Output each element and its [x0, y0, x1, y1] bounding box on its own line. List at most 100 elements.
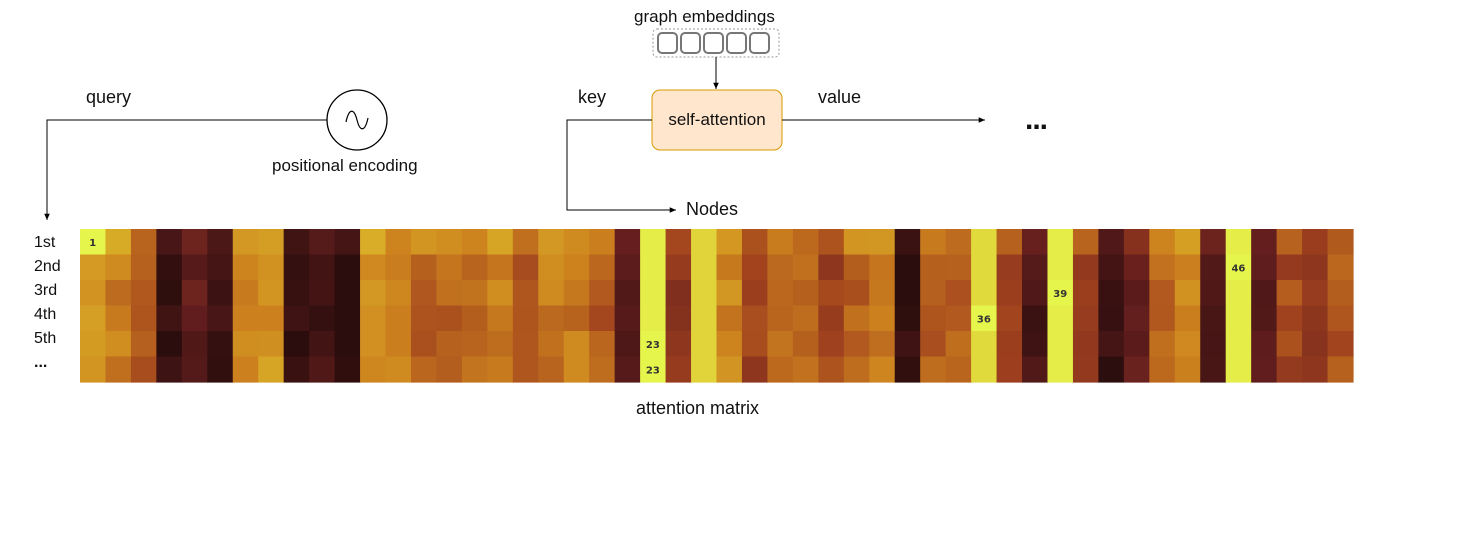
matrix-cell	[181, 305, 208, 332]
matrix-cell	[818, 254, 845, 281]
matrix-cell	[1225, 331, 1252, 358]
matrix-cell	[1123, 254, 1150, 281]
matrix-cell	[1123, 280, 1150, 307]
matrix-cell	[716, 356, 743, 383]
matrix-cell	[996, 331, 1023, 358]
matrix-cell	[1174, 280, 1201, 307]
matrix-cell	[563, 280, 590, 307]
matrix-cell	[1276, 356, 1303, 383]
value-label: value	[818, 87, 862, 107]
matrix-cell	[894, 305, 921, 332]
matrix-cell	[1022, 280, 1049, 307]
embedding-box	[726, 32, 747, 54]
matrix-cell	[207, 229, 234, 256]
matrix-cell	[1225, 305, 1252, 332]
matrix-cell	[385, 305, 412, 332]
matrix-cell	[843, 254, 870, 281]
matrix-cell	[309, 254, 336, 281]
matrix-cell	[105, 305, 132, 332]
matrix-cell	[614, 280, 641, 307]
matrix-cell	[716, 331, 743, 358]
matrix-cell	[80, 305, 107, 332]
matrix-cell	[1276, 331, 1303, 358]
matrix-cell	[461, 229, 488, 256]
matrix-cell	[563, 229, 590, 256]
matrix-cell	[971, 280, 998, 307]
matrix-cell	[156, 280, 183, 307]
matrix-cell	[792, 229, 819, 256]
matrix-cell	[334, 280, 361, 307]
matrix-cell	[945, 254, 972, 281]
matrix-cell	[1047, 229, 1074, 256]
matrix-cell-label: 23	[646, 365, 660, 376]
embedding-box	[680, 32, 701, 54]
matrix-cell	[869, 305, 896, 332]
matrix-cell	[1072, 280, 1099, 307]
matrix-cell	[309, 356, 336, 383]
matrix-cell	[640, 305, 667, 332]
matrix-cell	[792, 280, 819, 307]
matrix-cell	[181, 356, 208, 383]
matrix-cell	[767, 254, 794, 281]
matrix-cell	[410, 229, 438, 256]
matrix-cell	[589, 305, 616, 332]
matrix-cell	[589, 356, 616, 383]
matrix-cell	[309, 229, 336, 256]
matrix-cell	[1072, 356, 1099, 383]
matrix-cell	[258, 331, 285, 358]
ellipsis-label: ...	[1025, 103, 1048, 136]
matrix-cell	[563, 331, 590, 358]
matrix-cell	[334, 305, 361, 332]
matrix-cell	[181, 280, 208, 307]
matrix-cell	[767, 356, 794, 383]
matrix-cell	[640, 229, 667, 256]
matrix-cell	[1072, 254, 1099, 281]
matrix-cell	[207, 280, 234, 307]
matrix-cell	[665, 305, 692, 332]
row-label-1st: 1st	[34, 234, 56, 251]
matrix-cell	[156, 356, 183, 383]
matrix-cell	[1200, 331, 1227, 358]
matrix-cell	[385, 229, 412, 256]
matrix-cell	[589, 331, 616, 358]
matrix-cell	[207, 254, 234, 281]
matrix-cell	[1174, 356, 1201, 383]
matrix-cell	[1098, 305, 1125, 332]
matrix-cell	[741, 229, 769, 256]
matrix-cell	[741, 305, 769, 332]
matrix-cell	[283, 229, 310, 256]
matrix-cell	[971, 305, 998, 332]
matrix-cell	[512, 356, 539, 383]
matrix-cell	[767, 229, 794, 256]
matrix-cell	[971, 229, 998, 256]
matrix-cell	[130, 356, 157, 383]
matrix-cell	[512, 331, 539, 358]
matrix-cell	[1022, 254, 1049, 281]
matrix-cell	[360, 229, 387, 256]
matrix-cell	[1149, 331, 1176, 358]
matrix-cell	[920, 280, 947, 307]
matrix-cell	[410, 254, 438, 281]
positional-encoding-label: positional encoding	[272, 156, 418, 175]
matrix-cell	[1098, 229, 1125, 256]
matrix-cell	[1302, 254, 1329, 281]
matrix-cell	[1225, 254, 1252, 281]
matrix-cell	[1302, 331, 1329, 358]
matrix-cell	[716, 254, 743, 281]
matrix-cell	[156, 331, 183, 358]
row-label-5th: 5th	[34, 330, 57, 347]
matrix-cell	[334, 331, 361, 358]
matrix-cell	[843, 305, 870, 332]
matrix-cell	[691, 356, 718, 383]
matrix-cell	[691, 331, 718, 358]
matrix-cell	[80, 254, 107, 281]
matrix-cell	[920, 229, 947, 256]
matrix-cell	[181, 229, 208, 256]
matrix-cell	[80, 356, 107, 383]
matrix-cell	[1123, 229, 1150, 256]
matrix-cell	[1251, 229, 1278, 256]
matrix-cell	[181, 331, 208, 358]
matrix-cell	[945, 305, 972, 332]
matrix-cell	[334, 229, 361, 256]
matrix-cell	[538, 229, 565, 256]
